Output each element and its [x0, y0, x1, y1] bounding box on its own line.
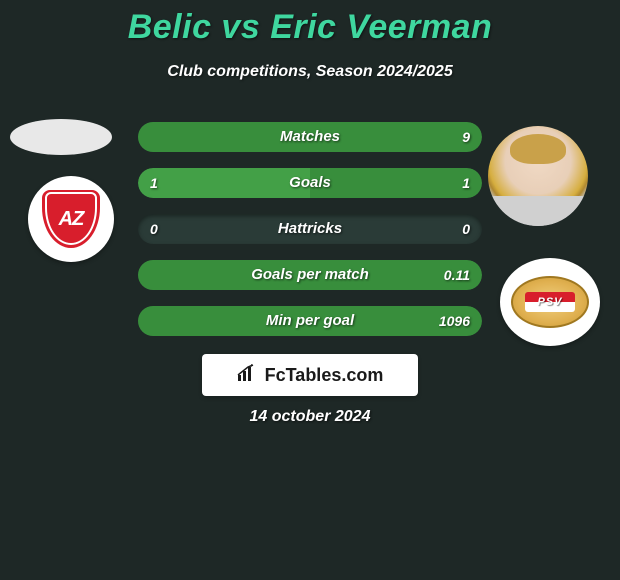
player-right-photo: [488, 126, 588, 226]
stat-right-value: 9: [462, 122, 470, 152]
stat-row-goals-per-match: Goals per match 0.11: [138, 260, 482, 290]
psv-oval-icon: PSV: [511, 276, 589, 328]
stat-row-matches: Matches 9: [138, 122, 482, 152]
club-badge-left: AZ: [28, 176, 114, 262]
club-badge-right: PSV: [500, 258, 600, 346]
snapshot-date: 14 october 2024: [0, 408, 620, 426]
fctables-logo-text: FcTables.com: [265, 365, 384, 386]
comparison-subtitle: Club competitions, Season 2024/2025: [0, 63, 620, 81]
stats-table: Matches 9 1 Goals 1 0 Hattricks 0 Goals …: [138, 122, 482, 352]
stat-label: Matches: [138, 122, 482, 152]
comparison-title: Belic vs Eric Veerman: [0, 0, 620, 47]
stat-label: Goals: [138, 168, 482, 198]
stat-row-min-per-goal: Min per goal 1096: [138, 306, 482, 336]
stat-label: Goals per match: [138, 260, 482, 290]
club-left-abbrev: AZ: [59, 208, 84, 231]
stat-row-hattricks: 0 Hattricks 0: [138, 214, 482, 244]
psv-flag-icon: PSV: [525, 292, 575, 312]
stat-right-value: 0: [462, 214, 470, 244]
stat-right-value: 0.11: [444, 260, 470, 290]
fctables-watermark[interactable]: FcTables.com: [202, 354, 418, 396]
az-shield-icon: AZ: [42, 190, 100, 248]
stat-right-value: 1: [462, 168, 470, 198]
stat-label: Min per goal: [138, 306, 482, 336]
club-right-abbrev: PSV: [537, 296, 562, 308]
player-left-photo: [10, 119, 112, 155]
stat-label: Hattricks: [138, 214, 482, 244]
bar-chart-icon: [237, 364, 259, 387]
stat-row-goals: 1 Goals 1: [138, 168, 482, 198]
stat-right-value: 1096: [439, 306, 470, 336]
